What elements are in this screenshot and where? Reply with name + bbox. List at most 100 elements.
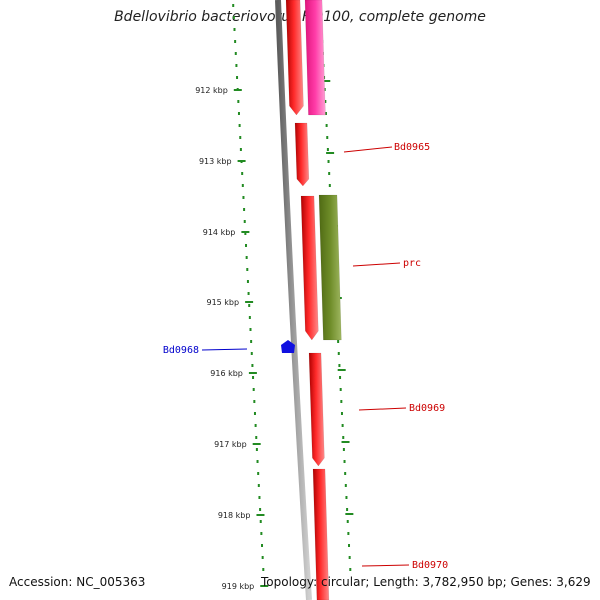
gene-feature	[304, 0, 326, 116]
tick-dot	[241, 172, 244, 175]
tick-major	[341, 441, 350, 443]
tick-dot	[243, 208, 246, 211]
tick-dot	[345, 496, 348, 499]
tick-dot	[325, 124, 328, 127]
tick-dot	[243, 220, 246, 223]
tick-dot	[248, 316, 251, 319]
scale-labels: 912 kbp 913 kbp 914 kbp 915 kbp 916 kbp 917 k…	[195, 86, 269, 591]
tick-dot	[348, 544, 351, 547]
gene-label: prc	[403, 258, 421, 269]
gene-labels: Bd0965 prc Bd0968 Bd0969 Bd0970	[163, 142, 448, 571]
gene-label-leader	[343, 146, 393, 153]
tick-dot	[262, 568, 265, 571]
scale-tick-label: 917 kbp	[214, 440, 247, 449]
tick-dot	[257, 484, 260, 487]
gene-marker	[281, 340, 295, 353]
tick-dot	[343, 460, 346, 463]
tick-dot	[326, 136, 329, 139]
tick-dot	[242, 196, 245, 199]
tick-dot	[239, 136, 242, 139]
gene-label-leader	[201, 348, 248, 351]
gene-label: Bd0968	[163, 345, 199, 356]
tick-dot	[233, 28, 236, 31]
tick-dot	[344, 484, 347, 487]
tick-dot	[239, 148, 242, 151]
tick-dot	[253, 400, 256, 403]
scale-tick-mark	[241, 231, 250, 233]
tick-dot	[252, 376, 255, 379]
tick-dot	[337, 352, 340, 355]
tick-dot	[256, 460, 259, 463]
gene-label-leader	[358, 407, 407, 411]
gene-label-leader	[352, 262, 401, 267]
scale-tick-label: 912 kbp	[195, 86, 228, 95]
tick-dot	[347, 532, 350, 535]
tick-dot	[324, 100, 327, 103]
tick-dot	[328, 172, 331, 175]
tick-dot	[251, 364, 254, 367]
tick-dot	[261, 544, 264, 547]
tick-dot	[245, 256, 248, 259]
tick-dot	[248, 304, 251, 307]
tick-major	[345, 513, 354, 515]
tick-dot	[261, 556, 264, 559]
gene-track	[281, 0, 342, 600]
tick-dot	[340, 400, 343, 403]
tick-dot	[259, 520, 262, 523]
tick-dot	[349, 568, 352, 571]
tick-dot	[346, 508, 349, 511]
tick-dot	[246, 268, 249, 271]
tick-dot	[249, 328, 252, 331]
gene-label: Bd0969	[409, 403, 445, 414]
tick-dot	[232, 16, 235, 19]
scale-tick-mark	[256, 514, 265, 516]
genome-backbone	[275, 0, 312, 600]
tick-dot	[234, 40, 237, 43]
tick-dot	[252, 388, 255, 391]
tick-dot	[245, 244, 248, 247]
tick-dot	[340, 412, 343, 415]
tick-dot	[250, 352, 253, 355]
tick-dot	[244, 232, 247, 235]
gene-feature	[312, 468, 330, 600]
gene-label: Bd0965	[394, 142, 430, 153]
scale-tick-label: 918 kbp	[218, 511, 251, 520]
tick-dot	[255, 436, 258, 439]
scale-tick-mark	[245, 301, 254, 303]
tick-dot	[259, 508, 262, 511]
tick-major	[337, 369, 346, 371]
tick-dot	[241, 184, 244, 187]
tick-dot	[339, 376, 342, 379]
scale-tick-mark	[248, 372, 257, 374]
tick-dot	[337, 340, 340, 343]
tick-major	[322, 80, 331, 82]
scale-tick-label: 914 kbp	[203, 228, 236, 237]
scale-tick-label: 916 kbp	[210, 369, 243, 378]
scale-tick-mark	[237, 160, 246, 162]
tick-dot	[328, 184, 331, 187]
scale-tick-mark	[252, 443, 261, 445]
tick-dot	[237, 112, 240, 115]
tick-dot	[250, 340, 253, 343]
gene-feature	[294, 122, 310, 187]
tick-dot	[339, 388, 342, 391]
tick-dot	[327, 160, 330, 163]
gene-feature	[300, 195, 319, 341]
tick-dot	[237, 100, 240, 103]
tick-dot	[342, 436, 345, 439]
tick-dot	[254, 424, 257, 427]
accession-text: Accession: NC_005363	[9, 575, 146, 589]
tick-dot	[323, 88, 326, 91]
tick-dot	[342, 448, 345, 451]
tick-dot	[235, 64, 238, 67]
tick-dot	[232, 4, 235, 7]
scale-tick-label: 915 kbp	[206, 298, 239, 307]
tick-dot	[246, 280, 249, 283]
tick-dot	[341, 424, 344, 427]
tick-dot	[258, 496, 261, 499]
tick-dot	[326, 148, 329, 151]
tick-dot	[253, 412, 256, 415]
tick-dot	[324, 112, 327, 115]
